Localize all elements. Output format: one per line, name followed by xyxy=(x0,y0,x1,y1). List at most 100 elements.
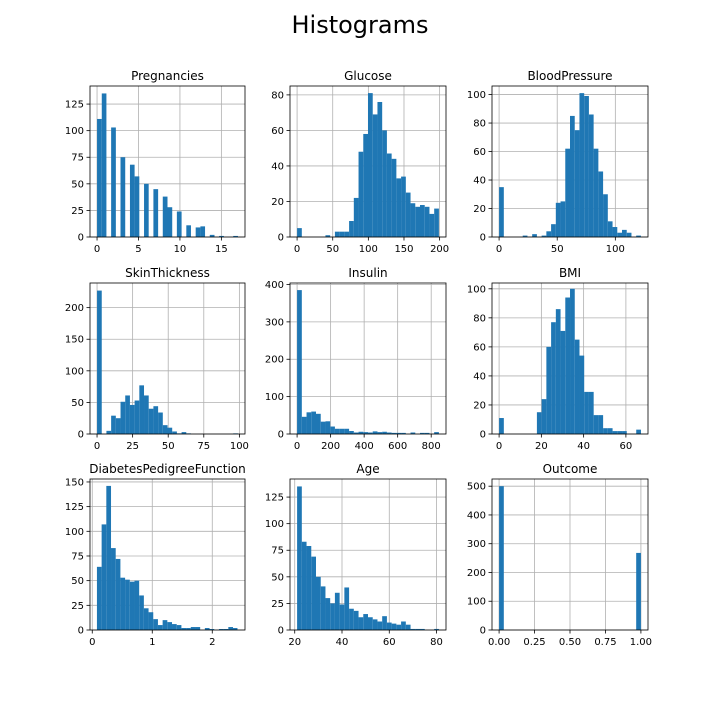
histogram-bar xyxy=(334,231,340,237)
histogram-bar xyxy=(560,330,566,434)
histogram-bar xyxy=(139,385,145,434)
histogram-bar xyxy=(565,148,570,237)
histogram-bar xyxy=(176,211,182,237)
histogram-bar xyxy=(186,628,191,630)
histogram-bar xyxy=(209,629,215,630)
histogram-bar xyxy=(415,628,420,630)
histogram-bar xyxy=(372,114,378,237)
y-tick-label: 75 xyxy=(71,551,84,562)
histogram-bar xyxy=(129,164,135,237)
histogram-bar xyxy=(339,231,345,237)
y-tick-label: 60 xyxy=(473,147,486,158)
histogram-bar xyxy=(405,192,411,237)
histogram-bar xyxy=(96,566,102,630)
axes-frame xyxy=(89,282,246,435)
x-tick-label: 150 xyxy=(394,244,413,255)
histogram-bar xyxy=(139,595,144,630)
histogram-bar xyxy=(405,624,411,630)
y-tick-label: 100 xyxy=(65,126,84,137)
subplot-title: DiabetesPedigreeFunction xyxy=(89,462,246,476)
histogram-bar xyxy=(410,432,416,434)
histogram-bar xyxy=(349,431,354,434)
histogram-bar xyxy=(622,431,627,434)
histogram-bar xyxy=(368,93,373,237)
histogram-bar xyxy=(218,629,224,630)
histogram-bar xyxy=(434,208,439,237)
y-tick-label: 100 xyxy=(467,90,486,101)
subplot-title: Outcome xyxy=(543,462,598,476)
histogram-bar xyxy=(410,203,416,237)
y-tick-label: 20 xyxy=(473,400,486,411)
subplot-outcome: Outcome 0.00 0.25 0.50 0.75 1.00 0 100 200 300 400… xyxy=(467,462,652,648)
histogram-bar xyxy=(386,432,392,434)
histogram-bar xyxy=(603,194,608,237)
y-tick-label: 50 xyxy=(71,576,84,587)
histogram-bar xyxy=(541,235,547,237)
x-tick-label: 0 xyxy=(94,441,100,452)
histogram-bar xyxy=(219,235,224,237)
x-tick-label: 75 xyxy=(197,441,210,452)
y-tick-label: 0 xyxy=(278,233,284,244)
y-tick-label: 150 xyxy=(65,335,84,346)
histogram-bar xyxy=(344,231,350,237)
subplot-insulin: Insulin 0 200 400 600 800 0 100 200 300 400 xyxy=(265,266,447,452)
subplot-skinthickness: SkinThickness 0 25 50 75 100 0 50 100 150 200 xyxy=(65,266,249,452)
histogram-bar xyxy=(546,346,552,434)
histogram-bar xyxy=(209,234,215,237)
histogram-bar xyxy=(325,598,331,630)
histogram-bar xyxy=(420,628,425,630)
y-tick-label: 0 xyxy=(78,430,84,441)
x-tick-label: 400 xyxy=(355,441,374,452)
y-tick-label: 80 xyxy=(473,119,486,130)
y-tick-label: 0 xyxy=(480,233,486,244)
histogram-bar xyxy=(129,581,135,630)
x-tick-label: 10 xyxy=(174,244,187,255)
histogram-bar xyxy=(396,624,402,630)
histogram-bar xyxy=(129,404,135,434)
x-tick-label: 60 xyxy=(383,637,396,648)
histogram-bar xyxy=(368,617,373,630)
histogram-bar xyxy=(353,197,359,237)
histogram-bar xyxy=(157,625,163,630)
y-tick-label: 125 xyxy=(65,100,84,111)
y-tick-label: 200 xyxy=(265,355,284,366)
histogram-bar xyxy=(233,628,238,630)
histogram-bar xyxy=(148,408,154,434)
histogram-bar xyxy=(555,309,561,434)
x-tick-label: 0 xyxy=(294,244,300,255)
histogram-bar xyxy=(176,625,182,630)
y-tick-label: 20 xyxy=(271,197,284,208)
subplot-diabetespedigreefunction: DiabetesPedigreeFunction 0 1 2 0 25 50 75 100 125… xyxy=(65,462,246,648)
histogram-bar xyxy=(574,130,580,237)
x-tick-label: 15 xyxy=(215,244,228,255)
x-tick-label: 0.75 xyxy=(594,637,616,648)
y-tick-label: 500 xyxy=(467,482,486,493)
histogram-bar xyxy=(162,620,168,630)
histogram-bar xyxy=(167,207,173,237)
y-tick-label: 0 xyxy=(78,233,84,244)
x-tick-label: 200 xyxy=(430,244,449,255)
subplot-title: BloodPressure xyxy=(527,69,612,83)
y-tick-label: 50 xyxy=(71,179,84,190)
histogram-bar xyxy=(372,431,378,434)
x-tick-label: 5 xyxy=(135,244,141,255)
y-tick-label: 0 xyxy=(78,626,84,637)
histogram-bar xyxy=(181,628,187,630)
histogram-bar xyxy=(144,395,149,434)
histogram-bar xyxy=(144,183,149,237)
histogram-bar xyxy=(301,541,307,630)
histogram-bar xyxy=(499,418,504,434)
histogram-bar xyxy=(401,176,406,237)
y-tick-label: 40 xyxy=(473,176,486,187)
y-tick-label: 100 xyxy=(265,519,284,530)
histogram-bar xyxy=(190,627,196,630)
histogram-bar xyxy=(325,421,331,434)
histogram-bar xyxy=(297,486,302,630)
x-tick-label: 600 xyxy=(388,441,407,452)
histogram-bar xyxy=(584,391,589,434)
histogram-bar xyxy=(172,431,177,434)
histogram-bar xyxy=(143,608,149,630)
y-tick-label: 0 xyxy=(278,430,284,441)
histogram-bar xyxy=(320,421,326,434)
